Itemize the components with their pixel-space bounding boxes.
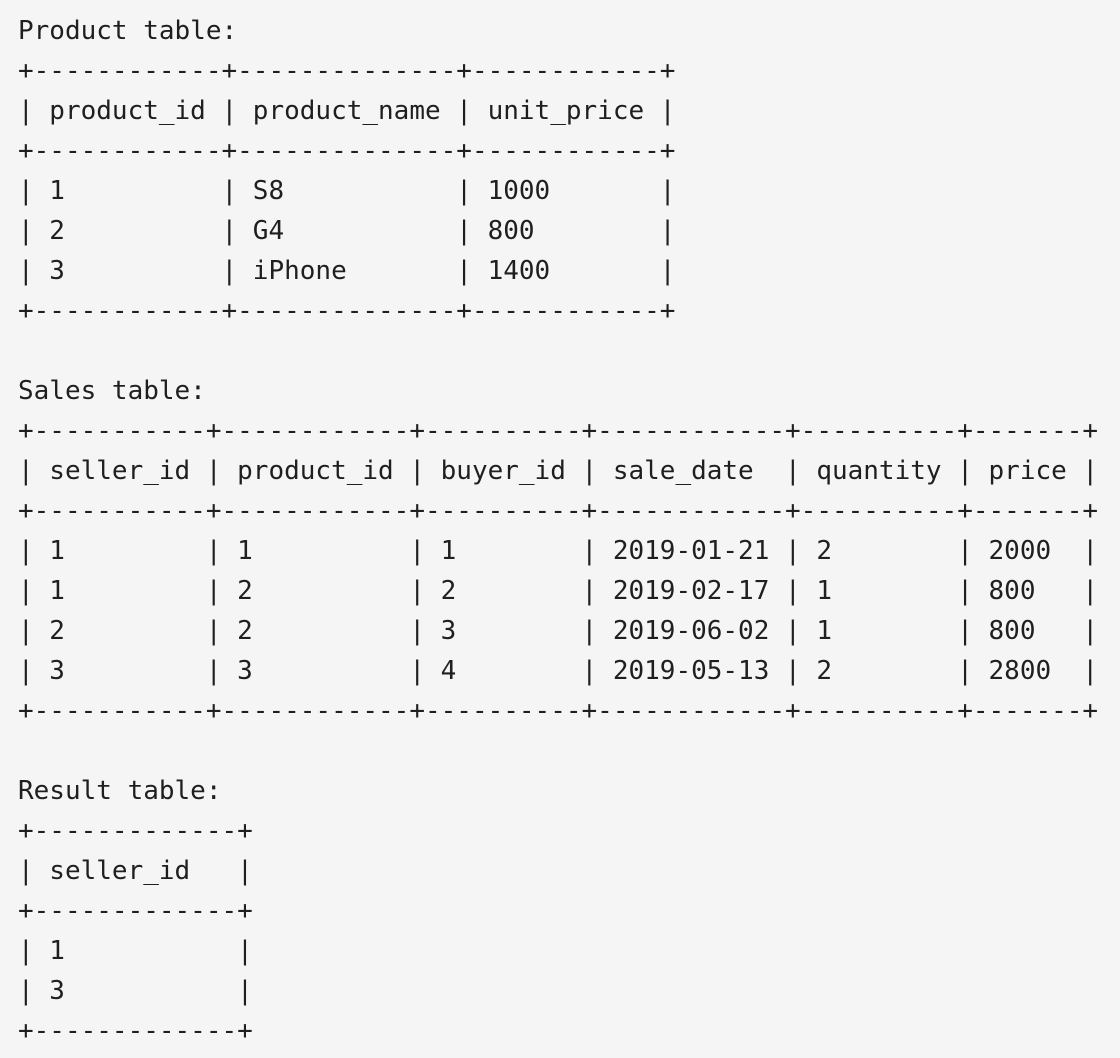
table-row: | 1 | 2 | 2 | 2019-02-17 | 1 | 800 | [18,576,1099,606]
table-border-line: +------------+--------------+-----------… [18,56,676,86]
product-table-title: Product table: [18,16,238,46]
table-row: | product_id | product_name | unit_price… [18,96,676,126]
table-row: | 3 | iPhone | 1400 | [18,256,676,286]
blank-line [18,331,1098,371]
product-table-block: Product table: +------------+------------… [18,11,1098,331]
table-row: | 2 | G4 | 800 | [18,216,676,246]
table-border-line: +-------------+ [18,816,253,846]
table-row: | 3 | [18,976,253,1006]
table-border-line: +-----------+------------+----------+---… [18,696,1099,726]
table-row: | 3 | 3 | 4 | 2019-05-13 | 2 | 2800 | [18,656,1099,686]
result-table-title: Result table: [18,776,222,806]
table-row: | 1 | [18,936,253,966]
table-border-line: +------------+--------------+-----------… [18,136,676,166]
table-border-line: +-------------+ [18,896,253,926]
sales-table-block: Sales table: +-----------+------------+--… [18,371,1098,731]
table-border-line: +------------+--------------+-----------… [18,296,676,326]
table-border-line: +-------------+ [18,1016,253,1046]
table-border-line: +-----------+------------+----------+---… [18,416,1099,446]
table-border-line: +-----------+------------+----------+---… [18,496,1099,526]
table-row: | 2 | 2 | 3 | 2019-06-02 | 1 | 800 | [18,616,1099,646]
sales-table-title: Sales table: [18,376,206,406]
table-row: | seller_id | product_id | buyer_id | sa… [18,456,1099,486]
sql-example-document: Product table: +------------+------------… [18,11,1098,1051]
result-table-block: Result table: +-------------+ | seller_id … [18,771,1098,1051]
table-row: | seller_id | [18,856,253,886]
table-row: | 1 | S8 | 1000 | [18,176,676,206]
blank-line [18,731,1098,771]
table-row: | 1 | 1 | 1 | 2019-01-21 | 2 | 2000 | [18,536,1099,566]
